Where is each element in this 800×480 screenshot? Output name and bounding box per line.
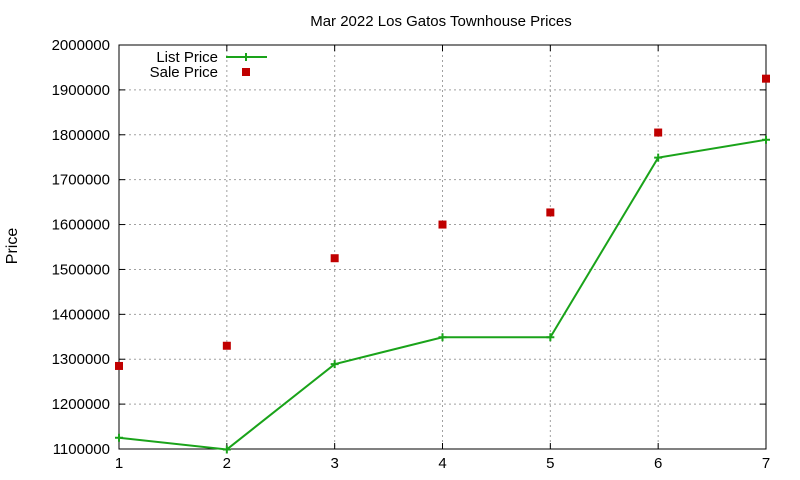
list-price-point: [546, 333, 555, 342]
list-price-point: [222, 445, 231, 454]
legend-swatch-marker: [242, 53, 250, 61]
sale-price-point: [222, 341, 231, 350]
y-tick-label: 1200000: [52, 396, 110, 413]
y-axis-label: Price: [4, 228, 21, 265]
x-tick-label: 3: [330, 455, 338, 472]
y-tick-label: 1600000: [52, 217, 110, 234]
list-price-point: [330, 360, 339, 369]
list-price-point: [438, 333, 447, 342]
y-tick-label: 1900000: [52, 82, 110, 99]
axes: 1100000 1200000 1300000 1400000 1500000 16000…: [52, 37, 771, 472]
series-layer: [115, 74, 770, 454]
sale-price-point: [546, 208, 555, 217]
y-tick-label: 1800000: [52, 127, 110, 144]
y-tick-label: 1700000: [52, 172, 110, 189]
x-tick-label: 2: [223, 455, 231, 472]
x-tick-label: 1: [115, 455, 123, 472]
x-tick-label: 6: [654, 455, 662, 472]
x-tick-label: 5: [546, 455, 554, 472]
x-tick-label: 4: [438, 455, 446, 472]
sale-price-point: [762, 74, 770, 83]
y-tick-label: 1100000: [53, 441, 110, 458]
list-price-point: [115, 433, 123, 442]
x-tick-label: 7: [762, 455, 770, 472]
y-tick-label: 1400000: [52, 306, 110, 323]
list-price-point: [654, 153, 663, 162]
y-tick-label: 2000000: [52, 37, 110, 54]
legend-swatch-marker: [242, 68, 250, 76]
legend-label: List Price: [156, 49, 218, 66]
sale-price-point: [654, 128, 663, 137]
grid-lines: [118, 44, 767, 450]
y-tick-label: 1300000: [52, 351, 110, 368]
legend-label: Sale Price: [150, 64, 218, 81]
y-tick-label: 1500000: [52, 261, 110, 278]
list-price-point: [762, 135, 770, 144]
sale-price-point: [438, 220, 447, 229]
sale-price-point: [115, 361, 123, 370]
chart-title: Mar 2022 Los Gatos Townhouse Prices: [310, 13, 572, 30]
sale-price-point: [330, 254, 339, 263]
